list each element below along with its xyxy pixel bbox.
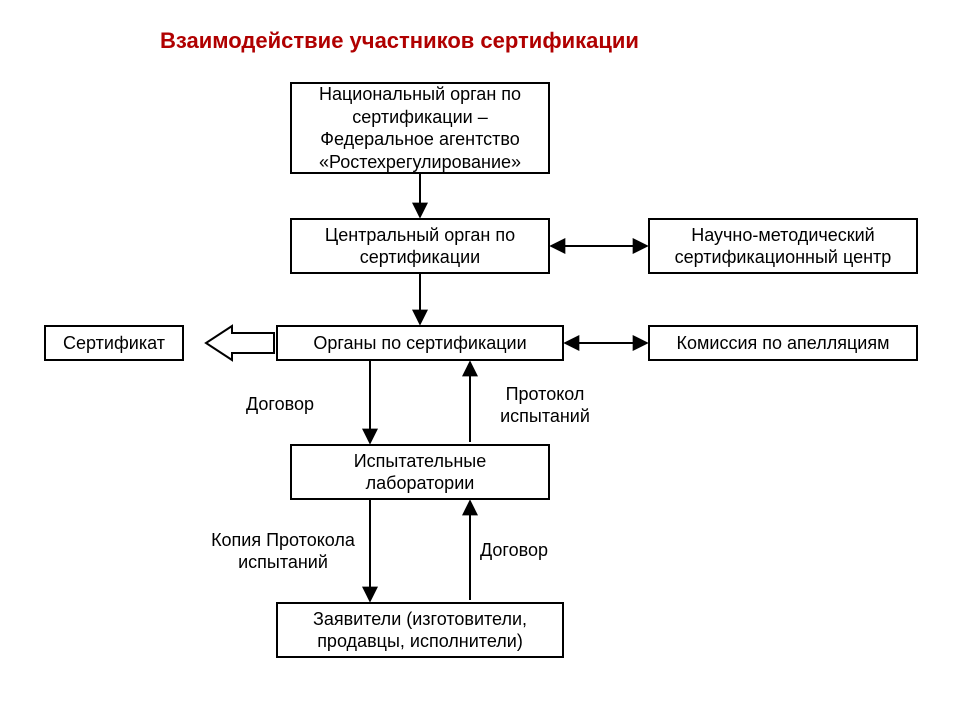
node-test-labs: Испытательные лаборатории xyxy=(290,444,550,500)
node-applicants: Заявители (изготовители, продавцы, испол… xyxy=(276,602,564,658)
node-science-center: Научно-методический сертификационный цен… xyxy=(648,218,918,274)
edge-label-contract-top-left: Договор xyxy=(246,394,314,416)
node-national: Национальный орган по сертификации – Фед… xyxy=(290,82,550,174)
diagram-title: Взаимодействие участников сертификации xyxy=(160,28,639,54)
node-central: Центральный орган по сертификации xyxy=(290,218,550,274)
flowchart-canvas: Взаимодействие участников сертификации Н… xyxy=(0,0,960,720)
node-appeal-commission: Комиссия по апелляциям xyxy=(648,325,918,361)
edge-label-contract-bottom-right: Договор xyxy=(480,540,548,562)
edge-label-protocol-copy: Копия Протокола испытаний xyxy=(198,530,368,573)
node-cert-bodies: Органы по сертификации xyxy=(276,325,564,361)
node-certificate: Сертификат xyxy=(44,325,184,361)
edge-label-test-protocol: Протокол испытаний xyxy=(480,384,610,427)
